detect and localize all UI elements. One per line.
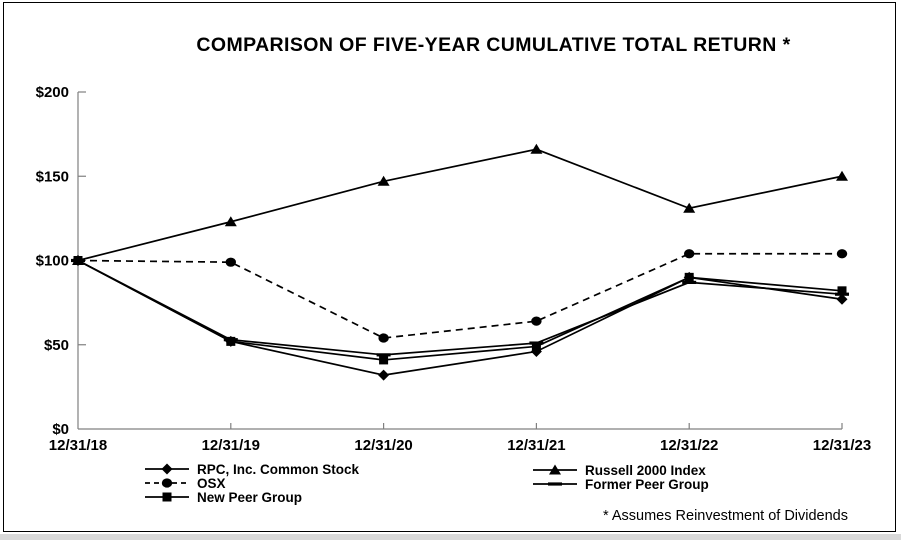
chart-footnote: * Assumes Reinvestment of Dividends — [603, 508, 848, 524]
diamond-legend-icon — [145, 463, 189, 475]
circle-marker-icon — [836, 249, 848, 259]
legend-label: Russell 2000 Index — [585, 462, 706, 478]
series-line-russell-2000-index — [77, 148, 843, 262]
series-line-former-peer-group — [77, 259, 843, 356]
bottom-window-strip — [0, 534, 901, 540]
dash-marker-icon — [529, 341, 544, 345]
circle-legend-icon — [145, 478, 189, 488]
x-tick-label: 12/31/20 — [354, 437, 412, 454]
triangle-marker-icon — [683, 202, 696, 213]
square-marker-icon — [684, 272, 694, 282]
series-line-rpc-inc-common-stock — [77, 259, 843, 376]
series-russell-2000-index — [72, 143, 848, 265]
dash-marker-icon — [548, 482, 562, 486]
square-marker-icon — [531, 341, 541, 351]
series-line-osx — [77, 252, 842, 339]
circle-marker-icon — [684, 249, 695, 259]
legend-label: OSX — [197, 475, 226, 491]
circle-marker-icon — [225, 257, 236, 267]
circle-marker-icon — [378, 333, 389, 343]
circle-marker-icon — [531, 316, 542, 326]
x-tick-label: 12/31/18 — [49, 437, 107, 454]
triangle-marker-icon — [836, 170, 848, 181]
triangle-legend-icon — [533, 464, 577, 475]
y-tick-label: $150 — [36, 168, 69, 185]
dash-marker-icon — [223, 338, 238, 342]
legend-item-former-peer-group: Former Peer Group — [533, 476, 709, 492]
legend-item-russell-2000-index: Russell 2000 Index — [533, 462, 709, 478]
legend-item-new-peer-group: New Peer Group — [145, 489, 359, 505]
dash-marker-icon — [682, 280, 697, 285]
diamond-marker-icon — [161, 463, 173, 475]
diamond-marker-icon — [836, 293, 848, 305]
y-tick-label: $50 — [44, 337, 69, 354]
x-tick-label: 12/31/19 — [202, 437, 260, 454]
legend-label: RPC, Inc. Common Stock — [197, 461, 360, 477]
x-tick-label: 12/31/21 — [507, 437, 565, 454]
chart-title: COMPARISON OF FIVE-YEAR CUMULATIVE TOTAL… — [196, 34, 791, 56]
series-osx — [72, 249, 848, 343]
triangle-marker-icon — [224, 216, 237, 227]
triangle-marker-icon — [549, 464, 561, 475]
dash-marker-icon — [376, 353, 391, 357]
y-tick-label: $0 — [52, 421, 69, 438]
square-marker-icon — [226, 336, 236, 346]
series-line-new-peer-group — [77, 259, 843, 361]
circle-marker-icon — [161, 478, 173, 488]
legend-column-left: RPC, Inc. Common Stock OSX New Peer Group — [145, 461, 360, 505]
legend-column-right: Russell 2000 Index Former Peer Group — [533, 462, 709, 492]
dash-marker-icon — [835, 292, 849, 296]
square-legend-icon — [145, 492, 189, 502]
y-tick-label: $200 — [36, 84, 69, 101]
square-marker-icon — [162, 492, 172, 502]
triangle-marker-icon — [377, 175, 390, 186]
chart-frame — [3, 2, 896, 532]
dash-legend-icon — [533, 482, 577, 486]
y-tick-label: $100 — [36, 253, 69, 270]
x-tick-label: 12/31/23 — [813, 437, 871, 454]
legend-item-rpc-inc-common-stock: RPC, Inc. Common Stock — [145, 461, 360, 477]
square-marker-icon — [379, 355, 389, 365]
diamond-marker-icon — [378, 369, 390, 381]
legend-item-osx: OSX — [145, 475, 359, 491]
dash-marker-icon — [71, 258, 85, 263]
legend-label: New Peer Group — [197, 489, 303, 505]
x-tick-label: 12/31/22 — [660, 437, 718, 454]
legend-label: Former Peer Group — [585, 476, 709, 492]
series-former-peer-group — [71, 258, 849, 357]
triangle-marker-icon — [530, 143, 543, 154]
square-marker-icon — [837, 286, 847, 296]
